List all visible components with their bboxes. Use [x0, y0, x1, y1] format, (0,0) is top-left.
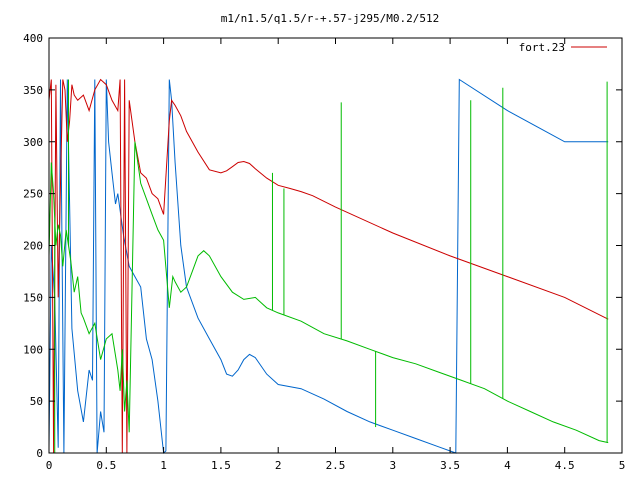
x-tick-label: 1 — [160, 459, 167, 472]
y-tick-label: 400 — [23, 32, 43, 45]
chart-title: m1/n1.5/q1.5/r-+.57-j295/M0.2/512 — [221, 12, 440, 25]
x-tick-label: 5 — [619, 459, 626, 472]
axes: 0 0.5 1 1.5 2 2.5 3 3.5 4 4.5 50501001502002503003… — [23, 32, 625, 472]
x-tick-label: 3.5 — [440, 459, 460, 472]
y-tick-label: 0 — [36, 447, 43, 460]
x-tick-label: 2.5 — [326, 459, 346, 472]
x-tick-label: 2 — [275, 459, 282, 472]
y-tick-label: 300 — [23, 136, 43, 149]
y-tick-label: 350 — [23, 84, 43, 97]
x-tick-label: 3 — [389, 459, 396, 472]
y-tick-label: 50 — [30, 395, 43, 408]
plot-frame — [48, 37, 623, 454]
legend-label: fort.23 — [519, 41, 565, 54]
x-tick-label: 4.5 — [555, 459, 575, 472]
x-tick-label: 4 — [504, 459, 511, 472]
series-line-1 — [48, 141, 609, 444]
x-tick-label: 0.5 — [96, 459, 116, 472]
plot-area — [48, 78, 609, 455]
x-tick-label: 0 — [46, 459, 53, 472]
x-tick-label: 1.5 — [211, 459, 231, 472]
y-tick-label: 250 — [23, 188, 43, 201]
y-tick-label: 100 — [23, 343, 43, 356]
series-line-2 — [48, 78, 609, 455]
series-line-0 — [48, 78, 609, 454]
y-tick-label: 200 — [23, 240, 43, 253]
legend: fort.23 — [519, 41, 607, 54]
y-tick-label: 150 — [23, 291, 43, 304]
